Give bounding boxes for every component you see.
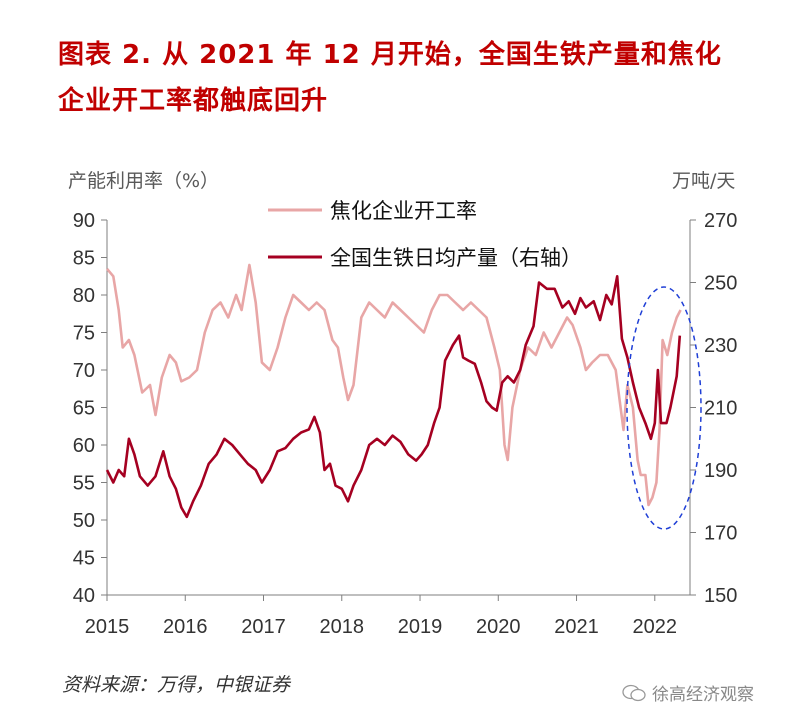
x-tick-label: 2020 (476, 616, 521, 638)
left-tick-label: 40 (73, 585, 95, 607)
legend-label: 全国生铁日均产量（右轴） (330, 246, 582, 270)
right-axis-unit: 万吨/天 (672, 170, 736, 192)
x-tick-label: 2016 (163, 616, 208, 638)
right-tick-label: 270 (704, 210, 737, 232)
right-tick-label: 250 (704, 273, 737, 295)
x-tick-label: 2022 (633, 616, 678, 638)
highlight-ellipse (626, 286, 702, 530)
chart-title-line2: 企业开工率都触底回升 (58, 86, 329, 116)
left-tick-label: 60 (73, 435, 95, 457)
right-tick-label: 170 (704, 523, 737, 545)
right-tick-label: 190 (704, 460, 737, 482)
left-tick-label: 90 (73, 210, 95, 232)
left-tick-label: 70 (73, 360, 95, 382)
right-tick-label: 150 (704, 585, 737, 607)
legend-label: 焦化企业开工率 (330, 199, 477, 223)
left-tick-label: 80 (73, 285, 95, 307)
watermark-text: 徐高经济观察 (652, 685, 754, 705)
left-tick-label: 65 (73, 398, 95, 420)
left-tick-label: 50 (73, 510, 95, 532)
left-axis-unit: 产能利用率（%） (68, 170, 220, 192)
x-tick-label: 2015 (85, 616, 130, 638)
right-tick-label: 230 (704, 335, 737, 357)
series-line-pig-iron-output (105, 275, 682, 519)
left-tick-label: 85 (73, 248, 95, 270)
left-tick-label: 75 (73, 323, 95, 345)
x-tick-label: 2019 (398, 616, 443, 638)
source-note: 资料来源：万得，中银证券 (62, 674, 291, 696)
left-tick-label: 55 (73, 473, 95, 495)
wechat-icon (622, 684, 646, 701)
x-tick-label: 2018 (320, 616, 365, 638)
left-tick-label: 45 (73, 548, 95, 570)
chart-title-line1: 图表 2. 从 2021 年 12 月开始，全国生铁产量和焦化 (58, 40, 722, 70)
series-line-coke-utilization (106, 263, 682, 507)
right-tick-label: 210 (704, 398, 737, 420)
x-tick-label: 2021 (554, 616, 599, 638)
x-tick-label: 2017 (241, 616, 286, 638)
watermark: 徐高经济观察 (622, 680, 754, 705)
